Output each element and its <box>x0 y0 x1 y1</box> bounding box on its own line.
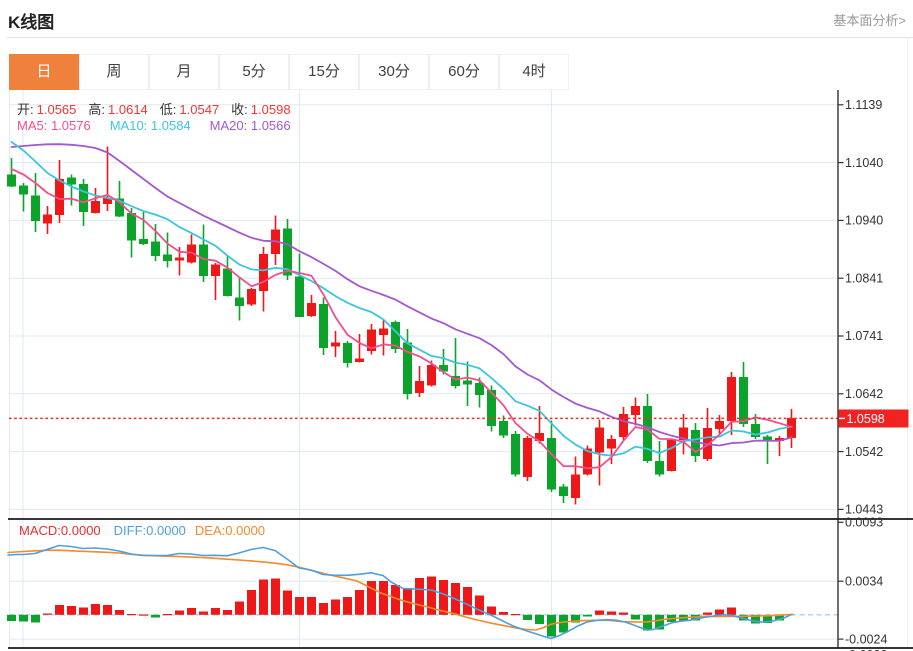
svg-text:1.0741: 1.0741 <box>845 329 883 343</box>
svg-text:0.0093: 0.0093 <box>845 516 883 530</box>
svg-text:1.0542: 1.0542 <box>845 445 883 459</box>
svg-text:1.0841: 1.0841 <box>845 271 883 285</box>
svg-text:1.1040: 1.1040 <box>845 156 883 170</box>
svg-text:-0.0083: -0.0083 <box>845 648 887 651</box>
svg-text:1.0443: 1.0443 <box>845 503 883 517</box>
svg-text:1.1139: 1.1139 <box>845 98 882 112</box>
svg-text:1.0940: 1.0940 <box>845 214 883 228</box>
svg-text:-0.0024: -0.0024 <box>845 632 887 646</box>
svg-text:0.0034: 0.0034 <box>845 574 883 588</box>
svg-text:1.0598: 1.0598 <box>847 412 885 426</box>
svg-text:1.0642: 1.0642 <box>845 387 883 401</box>
